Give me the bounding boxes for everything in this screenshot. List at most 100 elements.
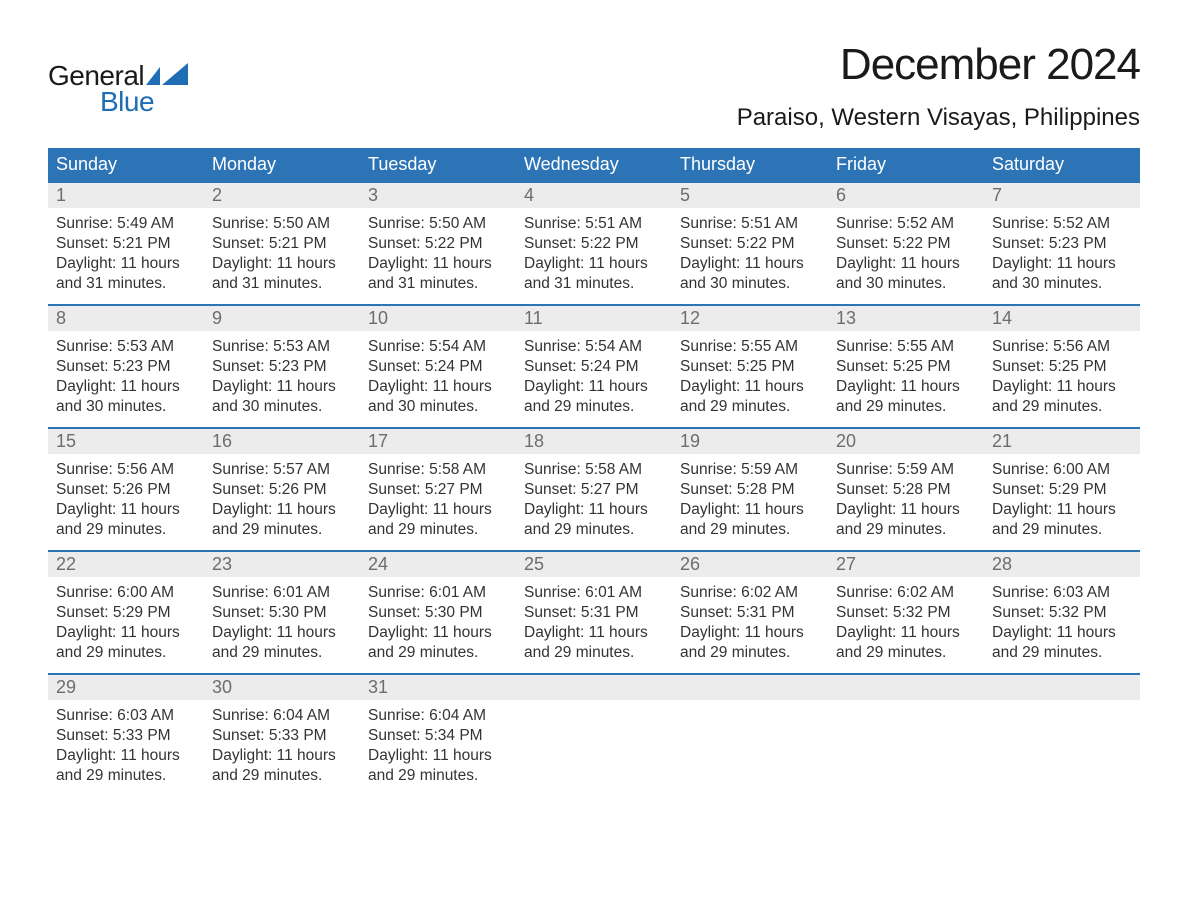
day-number: 11 bbox=[516, 306, 672, 331]
day-sunrise: Sunrise: 6:01 AM bbox=[368, 583, 508, 603]
day-content-row: Sunrise: 5:49 AMSunset: 5:21 PMDaylight:… bbox=[48, 208, 1140, 304]
day-sunrise: Sunrise: 6:00 AM bbox=[56, 583, 196, 603]
daynum-row: 15161718192021 bbox=[48, 429, 1140, 454]
daynum-row: 891011121314 bbox=[48, 306, 1140, 331]
day-day2: and 29 minutes. bbox=[524, 520, 664, 540]
day-number bbox=[516, 675, 672, 700]
day-cell: Sunrise: 5:59 AMSunset: 5:28 PMDaylight:… bbox=[828, 454, 984, 550]
day-sunrise: Sunrise: 6:02 AM bbox=[836, 583, 976, 603]
day-sunset: Sunset: 5:32 PM bbox=[992, 603, 1132, 623]
day-day2: and 29 minutes. bbox=[368, 766, 508, 786]
day-cell: Sunrise: 6:00 AMSunset: 5:29 PMDaylight:… bbox=[48, 577, 204, 673]
day-day2: and 30 minutes. bbox=[56, 397, 196, 417]
day-sunset: Sunset: 5:31 PM bbox=[680, 603, 820, 623]
day-number: 9 bbox=[204, 306, 360, 331]
day-cell bbox=[672, 700, 828, 796]
day-day1: Daylight: 11 hours bbox=[836, 377, 976, 397]
day-cell bbox=[828, 700, 984, 796]
day-cell: Sunrise: 6:01 AMSunset: 5:30 PMDaylight:… bbox=[204, 577, 360, 673]
day-cell: Sunrise: 5:50 AMSunset: 5:22 PMDaylight:… bbox=[360, 208, 516, 304]
day-cell: Sunrise: 6:04 AMSunset: 5:33 PMDaylight:… bbox=[204, 700, 360, 796]
day-number bbox=[828, 675, 984, 700]
day-day2: and 29 minutes. bbox=[368, 643, 508, 663]
day-cell: Sunrise: 5:59 AMSunset: 5:28 PMDaylight:… bbox=[672, 454, 828, 550]
week-block: 891011121314Sunrise: 5:53 AMSunset: 5:23… bbox=[48, 304, 1140, 427]
day-sunset: Sunset: 5:33 PM bbox=[56, 726, 196, 746]
day-sunset: Sunset: 5:21 PM bbox=[56, 234, 196, 254]
day-sunrise: Sunrise: 5:50 AM bbox=[212, 214, 352, 234]
weekday-wednesday: Wednesday bbox=[516, 148, 672, 181]
day-day2: and 31 minutes. bbox=[56, 274, 196, 294]
day-day2: and 29 minutes. bbox=[836, 520, 976, 540]
day-sunrise: Sunrise: 5:57 AM bbox=[212, 460, 352, 480]
calendar: Sunday Monday Tuesday Wednesday Thursday… bbox=[48, 148, 1140, 796]
day-day2: and 29 minutes. bbox=[992, 520, 1132, 540]
day-day2: and 29 minutes. bbox=[992, 643, 1132, 663]
day-sunrise: Sunrise: 5:56 AM bbox=[56, 460, 196, 480]
weekday-header-row: Sunday Monday Tuesday Wednesday Thursday… bbox=[48, 148, 1140, 181]
day-cell: Sunrise: 5:53 AMSunset: 5:23 PMDaylight:… bbox=[48, 331, 204, 427]
day-sunset: Sunset: 5:32 PM bbox=[836, 603, 976, 623]
day-number: 8 bbox=[48, 306, 204, 331]
day-number: 1 bbox=[48, 183, 204, 208]
day-day2: and 29 minutes. bbox=[524, 643, 664, 663]
day-sunrise: Sunrise: 5:53 AM bbox=[56, 337, 196, 357]
day-sunrise: Sunrise: 5:50 AM bbox=[368, 214, 508, 234]
day-number: 25 bbox=[516, 552, 672, 577]
day-sunset: Sunset: 5:23 PM bbox=[56, 357, 196, 377]
location-text: Paraiso, Western Visayas, Philippines bbox=[737, 104, 1140, 132]
day-sunset: Sunset: 5:22 PM bbox=[368, 234, 508, 254]
day-day1: Daylight: 11 hours bbox=[524, 254, 664, 274]
day-day2: and 30 minutes. bbox=[212, 397, 352, 417]
day-number: 7 bbox=[984, 183, 1140, 208]
day-day1: Daylight: 11 hours bbox=[524, 500, 664, 520]
day-day1: Daylight: 11 hours bbox=[212, 377, 352, 397]
day-sunset: Sunset: 5:33 PM bbox=[212, 726, 352, 746]
day-sunrise: Sunrise: 6:00 AM bbox=[992, 460, 1132, 480]
day-sunset: Sunset: 5:25 PM bbox=[992, 357, 1132, 377]
day-day2: and 30 minutes. bbox=[992, 274, 1132, 294]
day-number: 18 bbox=[516, 429, 672, 454]
day-day1: Daylight: 11 hours bbox=[368, 254, 508, 274]
day-number: 29 bbox=[48, 675, 204, 700]
day-day1: Daylight: 11 hours bbox=[368, 623, 508, 643]
day-sunset: Sunset: 5:26 PM bbox=[212, 480, 352, 500]
day-number: 14 bbox=[984, 306, 1140, 331]
day-cell bbox=[516, 700, 672, 796]
day-number: 23 bbox=[204, 552, 360, 577]
day-day2: and 30 minutes. bbox=[368, 397, 508, 417]
day-day2: and 29 minutes. bbox=[992, 397, 1132, 417]
day-cell: Sunrise: 6:01 AMSunset: 5:30 PMDaylight:… bbox=[360, 577, 516, 673]
day-number: 22 bbox=[48, 552, 204, 577]
day-cell: Sunrise: 6:03 AMSunset: 5:33 PMDaylight:… bbox=[48, 700, 204, 796]
day-sunset: Sunset: 5:25 PM bbox=[680, 357, 820, 377]
day-day1: Daylight: 11 hours bbox=[56, 746, 196, 766]
day-day1: Daylight: 11 hours bbox=[212, 254, 352, 274]
day-day2: and 31 minutes. bbox=[524, 274, 664, 294]
day-sunset: Sunset: 5:30 PM bbox=[368, 603, 508, 623]
day-day1: Daylight: 11 hours bbox=[836, 623, 976, 643]
day-sunset: Sunset: 5:24 PM bbox=[524, 357, 664, 377]
day-sunrise: Sunrise: 5:51 AM bbox=[680, 214, 820, 234]
day-number: 16 bbox=[204, 429, 360, 454]
weekday-monday: Monday bbox=[204, 148, 360, 181]
day-number: 10 bbox=[360, 306, 516, 331]
weekday-tuesday: Tuesday bbox=[360, 148, 516, 181]
day-day2: and 29 minutes. bbox=[680, 397, 820, 417]
day-sunrise: Sunrise: 6:03 AM bbox=[992, 583, 1132, 603]
day-sunrise: Sunrise: 6:02 AM bbox=[680, 583, 820, 603]
weekday-thursday: Thursday bbox=[672, 148, 828, 181]
day-day1: Daylight: 11 hours bbox=[56, 377, 196, 397]
day-content-row: Sunrise: 5:56 AM Sunset: 5:26 PM Daylight:… bbox=[48, 454, 1140, 550]
day-day1: Daylight: 11 hours bbox=[56, 623, 196, 643]
day-cell: Sunrise: 5:57 AMSunset: 5:26 PMDaylight:… bbox=[204, 454, 360, 550]
day-day1: Daylight: 11 hours bbox=[56, 500, 196, 520]
day-cell: Sunrise: 6:04 AMSunset: 5:34 PMDaylight:… bbox=[360, 700, 516, 796]
day-cell: Sunrise: 6:01 AMSunset: 5:31 PMDaylight:… bbox=[516, 577, 672, 673]
day-day1: Daylight: 11 hours bbox=[680, 500, 820, 520]
day-sunset: Sunset: 5:28 PM bbox=[680, 480, 820, 500]
day-number bbox=[672, 675, 828, 700]
day-cell: Sunrise: 6:00 AMSunset: 5:29 PMDaylight:… bbox=[984, 454, 1140, 550]
day-day1: Daylight: 11 hours bbox=[524, 623, 664, 643]
day-day2: and 29 minutes. bbox=[56, 766, 196, 786]
